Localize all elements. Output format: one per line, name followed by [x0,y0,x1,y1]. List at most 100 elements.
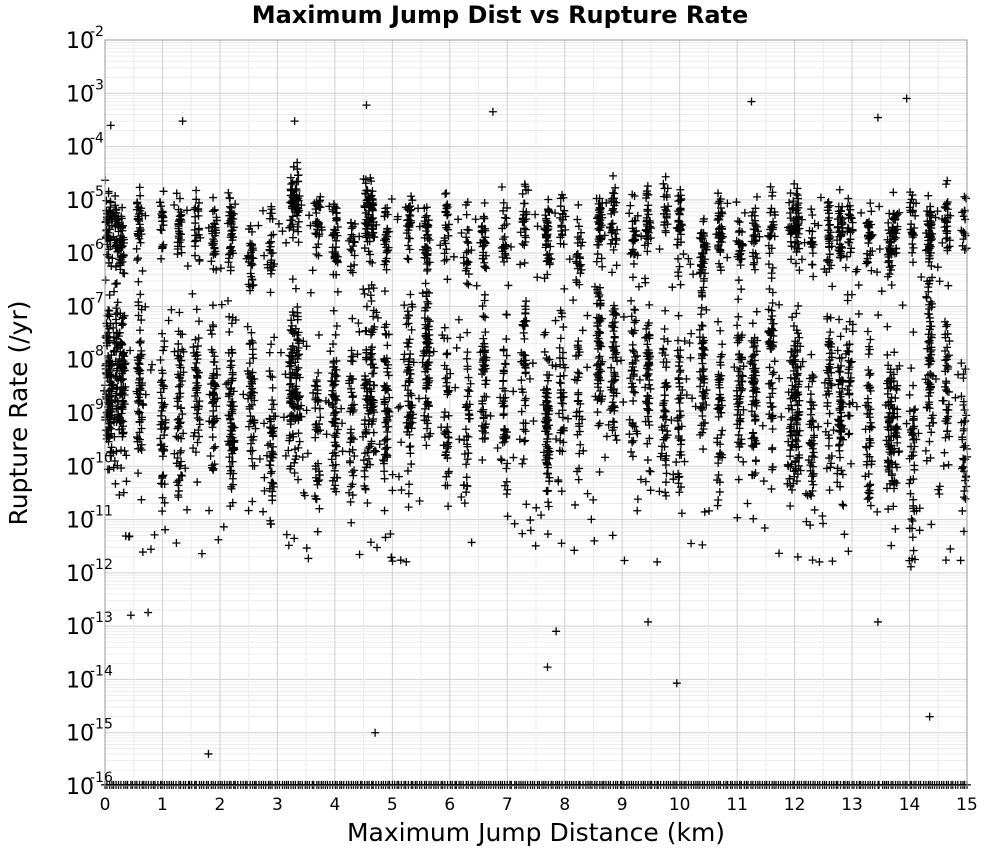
scatter-point [289,400,298,409]
scatter-point [250,396,259,405]
scatter-point [268,383,277,392]
scatter-point [104,189,113,198]
scatter-point [209,406,218,415]
scatter-point [158,242,167,251]
scatter-point [176,370,185,379]
scatter-point [331,433,340,442]
scatter-point [297,401,306,410]
scatter-point [267,520,276,529]
scatter-point [208,207,217,216]
scatter-point [329,340,338,349]
scatter-point [229,402,238,411]
scatter-point [228,348,237,357]
scatter-point [134,397,143,406]
scatter-point [116,259,125,268]
scatter-point [287,373,296,382]
scatter-point [207,330,216,339]
scatter-point [313,389,322,398]
scatter-point [226,363,235,372]
scatter-point [316,413,325,422]
scatter-point [176,446,185,455]
scatter-point [208,461,217,470]
scatter-point [105,306,114,315]
scatter-point [119,397,128,406]
scatter-point [112,385,121,394]
scatter-point [312,377,321,386]
scatter-point [212,213,221,222]
scatter-point [135,369,144,378]
scatter-point [268,214,277,223]
scatter-point [175,392,184,401]
scatter-point [103,341,112,350]
scatter-point [210,395,219,404]
scatter-point [208,239,217,248]
scatter-point [194,334,203,343]
scatter-point [316,426,325,435]
scatter-point [158,420,167,429]
scatter-point [156,434,165,443]
scatter-point [137,350,146,359]
scatter-point [312,201,321,210]
scatter-point [314,330,323,339]
scatter-point [293,204,302,213]
scatter-point [293,222,302,231]
scatter-point [176,363,185,372]
scatter-point [227,484,236,493]
scatter-point [190,205,199,214]
scatter-point [116,234,125,243]
scatter-point [293,315,302,324]
scatter-point [294,429,303,438]
scatter-point [265,246,274,255]
scatter-point [226,244,235,253]
scatter-point [207,345,216,354]
scatter-point [175,308,184,317]
scatter-point [227,319,236,328]
scatter-point [110,287,119,296]
scatter-point [119,235,128,244]
scatter-point [225,327,234,336]
scatter-point [266,456,275,465]
scatter-point [292,185,301,194]
scatter-point [285,223,294,232]
scatter-point [314,240,323,249]
scatter-point [136,206,145,215]
scatter-point [210,358,219,367]
scatter-point [268,424,277,433]
scatter-point [314,251,323,260]
scatter-point [105,290,114,299]
scatter-point [193,342,202,351]
scatter-point [139,401,148,410]
scatter-point [189,432,198,441]
scatter-point [112,279,121,288]
scatter-point [177,356,186,365]
scatter-point [266,242,275,251]
scatter-point [115,241,124,250]
scatter-point [226,438,235,447]
scatter-point [158,329,167,338]
scatter-point [179,429,188,438]
scatter-point [158,403,167,412]
scatter-point [137,424,146,433]
scatter-point [265,348,274,357]
scatter-point [266,469,275,478]
scatter-point [230,445,239,454]
scatter-point [174,422,183,431]
scatter-point [248,275,257,284]
scatter-point [109,463,118,472]
scatter-point [120,447,129,456]
scatter-point [263,263,272,272]
scatter-point [294,339,303,348]
scatter-point [159,187,168,196]
scatter-point [137,316,146,325]
scatter-point [267,467,276,476]
scatter-point [230,423,239,432]
scatter-point [119,367,128,376]
scatter-point [226,266,235,275]
scatter-point [246,221,255,230]
scatter-point [117,321,126,330]
scatter-point [117,376,126,385]
scatter-point [227,211,236,220]
scatter-point [161,415,170,424]
scatter-point [116,309,125,318]
scatter-point [268,487,277,496]
